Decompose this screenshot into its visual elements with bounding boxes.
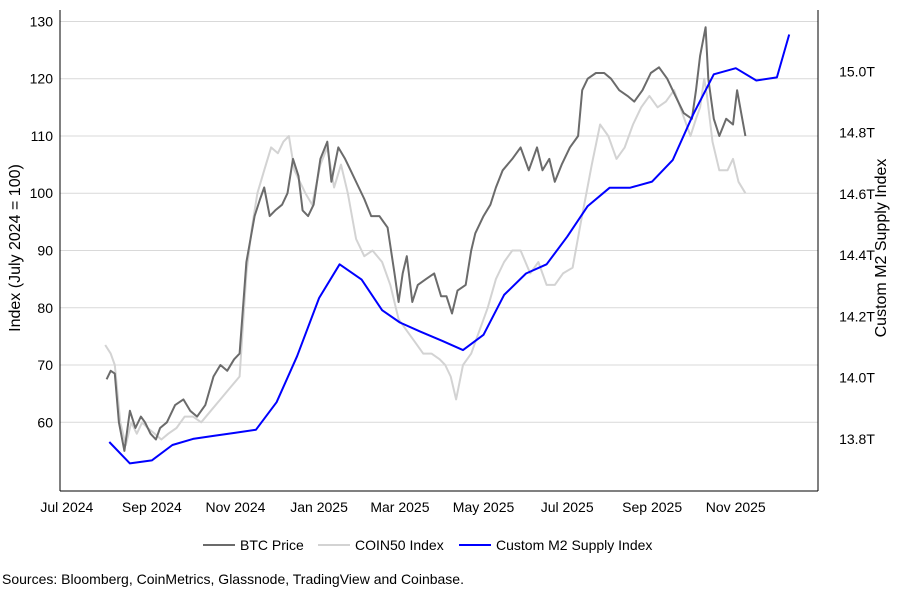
series-line-coin50-index — [104, 77, 747, 447]
left-tick-label: 80 — [37, 300, 53, 316]
legend: BTC Price COIN50 Index Custom M2 Supply In… — [203, 537, 652, 553]
right-tick-label: 14.6T — [839, 186, 875, 202]
x-tick-label: Jul 2025 — [541, 499, 594, 515]
right-tick-label: 14.4T — [839, 247, 875, 263]
right-tick-label: 14.0T — [839, 370, 875, 386]
left-tick-label: 130 — [30, 13, 54, 29]
gridlines — [60, 20, 818, 423]
source-note: Sources: Bloomberg, CoinMetrics, Glassno… — [2, 571, 464, 587]
right-axis-title: Custom M2 Supply Index — [873, 159, 890, 338]
legend-label-coin50-index: COIN50 Index — [355, 537, 444, 553]
right-axis-ticks: 13.8T 14.0T 14.2T 14.4T 14.6T 14.8T 15.0T — [839, 63, 875, 447]
left-tick-label: 90 — [37, 243, 53, 259]
right-tick-label: 13.8T — [839, 431, 875, 447]
right-tick-label: 14.2T — [839, 308, 875, 324]
x-tick-label: May 2025 — [453, 499, 515, 515]
left-axis-ticks: 60 70 80 90 100 110 120 130 — [30, 13, 54, 430]
left-tick-label: 120 — [30, 71, 54, 87]
x-tick-label: Nov 2025 — [706, 499, 766, 515]
left-tick-label: 100 — [30, 185, 54, 201]
x-tick-label: Nov 2024 — [205, 499, 265, 515]
x-axis-ticks: Jul 2024 Sep 2024 Nov 2024 Jan 2025 Mar 2025… — [40, 499, 766, 515]
series-line-custom-m2-supply-index — [108, 34, 791, 465]
x-tick-label: Jan 2025 — [290, 499, 348, 515]
legend-label-btc-price: BTC Price — [240, 537, 304, 553]
legend-label-custom-m2-supply-index: Custom M2 Supply Index — [496, 537, 652, 553]
right-tick-label: 14.8T — [839, 125, 875, 141]
x-tick-label: Sep 2024 — [122, 499, 182, 515]
left-axis-title: Index (July 2024 = 100) — [7, 164, 24, 332]
left-tick-label: 110 — [31, 128, 54, 144]
right-tick-label: 15.0T — [839, 63, 875, 79]
x-tick-label: Jul 2024 — [40, 499, 93, 515]
left-tick-label: 60 — [37, 414, 53, 430]
x-tick-label: Sep 2025 — [622, 499, 682, 515]
left-tick-label: 70 — [37, 357, 53, 373]
series-group — [104, 26, 791, 465]
axes — [59, 10, 819, 492]
x-tick-label: Mar 2025 — [370, 499, 429, 515]
series-line-btc-price — [105, 26, 747, 452]
